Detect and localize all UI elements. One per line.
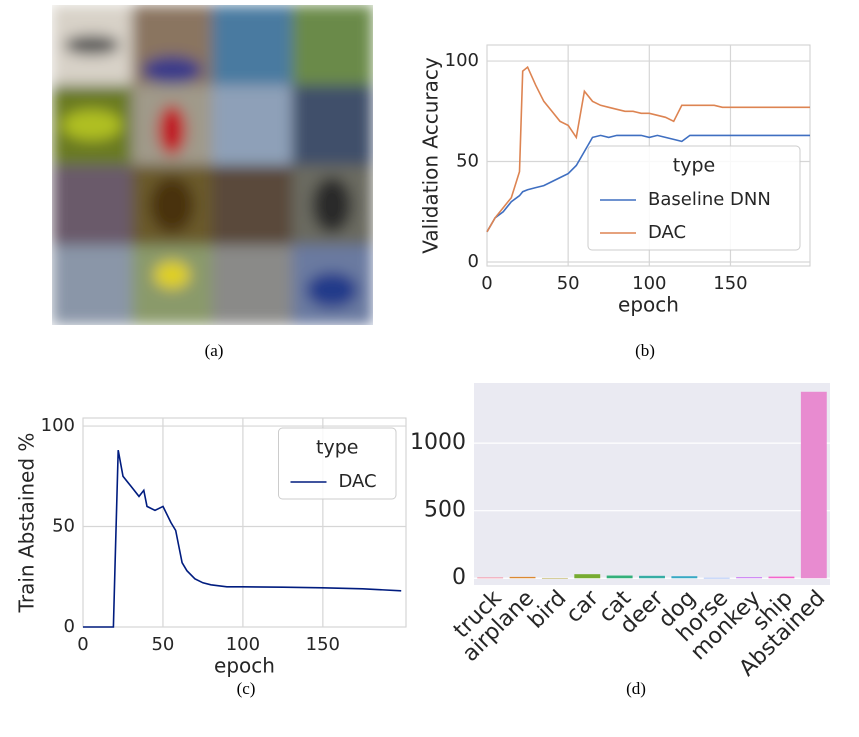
legend-label: Baseline DNN bbox=[648, 189, 771, 210]
legend-label: DAC bbox=[648, 222, 686, 243]
caption: (c) bbox=[237, 679, 256, 698]
legend-label: DAC bbox=[339, 471, 377, 492]
y-tick-label: 50 bbox=[52, 516, 75, 537]
x-tick-label: 50 bbox=[557, 273, 580, 294]
y-tick-label: 0 bbox=[452, 565, 466, 590]
y-axis-label: Validation Accuracy bbox=[419, 57, 443, 254]
bar bbox=[736, 577, 762, 578]
page: (a) (b) (c) (d) 050100050100150epochVali… bbox=[0, 0, 859, 737]
y-tick-label: 0 bbox=[64, 616, 75, 637]
bar bbox=[510, 577, 536, 578]
caption: (b) bbox=[635, 341, 655, 360]
x-tick-label: 0 bbox=[77, 634, 88, 655]
bar bbox=[801, 392, 827, 578]
bar bbox=[769, 577, 795, 579]
y-tick-label: 100 bbox=[445, 50, 479, 71]
bar bbox=[477, 578, 503, 579]
x-tick-label: 150 bbox=[713, 273, 747, 294]
figure: (a) (b) (c) (d) 050100050100150epochVali… bbox=[0, 0, 859, 733]
plot-area bbox=[474, 383, 830, 585]
legend-title: type bbox=[673, 155, 715, 177]
bar bbox=[542, 578, 568, 579]
caption: (d) bbox=[626, 679, 646, 698]
y-tick-label: 1000 bbox=[410, 430, 466, 455]
y-tick-label: 50 bbox=[456, 151, 479, 172]
x-axis-label: epoch bbox=[618, 293, 679, 317]
x-tick-label: 150 bbox=[306, 634, 340, 655]
caption: (a) bbox=[205, 341, 224, 360]
y-tick-label: 100 bbox=[41, 415, 75, 436]
bar bbox=[574, 574, 600, 578]
bar bbox=[704, 578, 730, 579]
x-axis-label: epoch bbox=[214, 654, 275, 678]
x-tick-label: 100 bbox=[226, 634, 260, 655]
bar bbox=[607, 576, 633, 579]
x-tick-label: 50 bbox=[151, 634, 174, 655]
y-tick-label: 0 bbox=[468, 251, 479, 272]
image-grid bbox=[52, 5, 373, 325]
bar bbox=[671, 576, 697, 578]
y-axis-label: Train Abstained % bbox=[15, 433, 39, 614]
bar bbox=[639, 576, 665, 578]
x-tick-label: 0 bbox=[481, 273, 492, 294]
legend-title: type bbox=[316, 437, 358, 459]
y-tick-label: 500 bbox=[424, 498, 466, 523]
x-tick-label: 100 bbox=[632, 273, 666, 294]
